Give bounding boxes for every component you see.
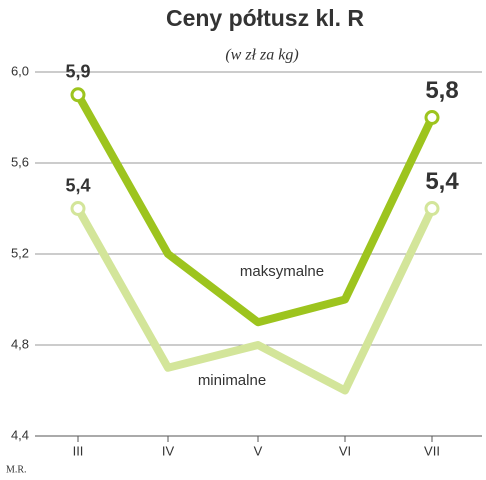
credit: M.R. [6,464,27,475]
y-tick-label: 4,8 [11,336,29,351]
y-tick-label: 5,2 [11,245,29,260]
series-line [74,92,436,327]
data-label: 5,8 [425,77,458,104]
data-label: 5,4 [425,168,459,195]
point-marker [70,87,86,103]
data-label: 5,4 [65,175,90,195]
point-marker [70,201,86,216]
x-tick-label: V [254,443,263,458]
series-label: minimalne [198,372,266,389]
x-tick-label: VI [339,443,351,458]
y-tick-label: 6,0 [11,63,29,78]
chart-title: Ceny półtusz kl. R [166,5,364,31]
chart-subtitle: (w zł za kg) [225,47,298,64]
data-label: 5,9 [65,62,90,82]
x-tick-label: VII [424,443,440,458]
point-marker [424,201,440,216]
y-tick-label: 5,6 [11,154,29,169]
series-label: maksymalne [240,263,324,280]
y-tick-label: 4,4 [11,427,29,442]
point-marker [424,110,440,125]
x-tick-label: IV [162,443,175,458]
series-line [74,206,436,395]
x-tick-label: III [73,443,84,458]
